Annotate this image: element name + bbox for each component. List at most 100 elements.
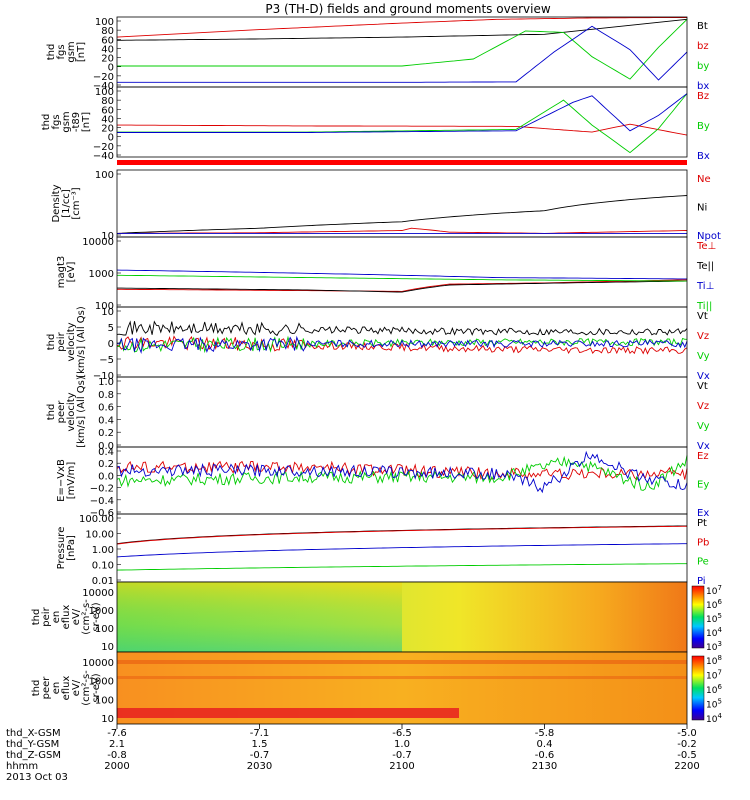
spectrogram-low-energy-band bbox=[117, 582, 402, 652]
y-tick-label: 100 bbox=[95, 624, 114, 635]
panel-frame bbox=[116, 86, 688, 158]
y-tick-label: 60 bbox=[101, 35, 114, 46]
y-tick-label: 0.8 bbox=[98, 390, 114, 401]
panel-frame bbox=[116, 169, 688, 238]
series-line-ex bbox=[116, 450, 688, 494]
panel-frame bbox=[116, 446, 688, 515]
legend-entry: Ne bbox=[697, 174, 711, 185]
ephemeris-value: 0.4 bbox=[537, 739, 553, 750]
ephemeris-value: 2100 bbox=[389, 761, 414, 772]
y-axis-label: magt3[eV] bbox=[56, 256, 77, 289]
y-tick-label: 1000 bbox=[89, 606, 114, 617]
y-tick-label: 1.0 bbox=[98, 377, 114, 388]
ephemeris-value: -6.5 bbox=[392, 728, 412, 739]
y-tick-label: 0.2 bbox=[98, 428, 114, 439]
ephemeris-value: 2030 bbox=[247, 761, 272, 772]
y-axis-label: thdfgsgsm[nT] bbox=[46, 41, 87, 62]
ephemeris-value: -0.2 bbox=[677, 739, 697, 750]
spectrogram-high-energy-band bbox=[117, 676, 687, 679]
y-tick-label: −0.4 bbox=[90, 496, 114, 507]
ephemeris-row-label: thd_Z-GSM bbox=[6, 750, 61, 761]
panel-frame bbox=[116, 376, 688, 448]
series-line-pe bbox=[116, 563, 687, 571]
panel-3: Ne Ni Npot 100 10 Density[1/cc][cm⁻³] bbox=[51, 169, 721, 242]
series-line-ti bbox=[117, 274, 687, 282]
legend-entry: Te|| bbox=[696, 261, 714, 272]
legend-entry: Vt bbox=[697, 311, 708, 322]
colorbar-tick-label: 108 bbox=[706, 654, 722, 667]
y-tick-label: 0 bbox=[108, 63, 114, 74]
series-line-te bbox=[117, 279, 688, 292]
legend-entry: Ni bbox=[697, 203, 707, 214]
ephemeris-value: -5.0 bbox=[677, 728, 697, 739]
colorbar-tick-label: 103 bbox=[706, 640, 722, 653]
legend-entry: Npot bbox=[697, 231, 721, 242]
series-line-te bbox=[117, 280, 688, 293]
series-line-bt bbox=[117, 18, 688, 41]
y-tick-label: 0.10 bbox=[92, 561, 114, 572]
y-tick-label: 40 bbox=[101, 44, 114, 55]
y-axis-label: thdpeervelocity[km/s] (All Qs) bbox=[46, 376, 87, 448]
legend-entry: Bx bbox=[697, 151, 710, 162]
panel-8: Pt Pb Pe Pi 100.00 10.00 1.00 0.10 0.01 Pressure[… bbox=[56, 513, 709, 587]
spectrogram-low-energy-band bbox=[117, 708, 459, 718]
legend-entry: Vx bbox=[697, 371, 710, 382]
panel-4: Te⊥ Te|| Ti⊥ Ti|| 10000 1000 100 magt3[eV] bbox=[56, 236, 716, 312]
legend-entry: bz bbox=[697, 41, 709, 52]
y-tick-label: 100 bbox=[95, 87, 114, 98]
legend-entry: Vt bbox=[697, 381, 708, 392]
ephemeris-value: -7.6 bbox=[107, 728, 127, 739]
date-label: 2013 Oct 03 bbox=[6, 772, 68, 783]
y-axis-label: thdfgsgsm-t89[nT] bbox=[41, 111, 92, 132]
legend-entry: By bbox=[697, 121, 710, 132]
series-line-ni bbox=[116, 195, 688, 234]
legend-entry: Vx bbox=[697, 441, 710, 452]
y-axis-label: thdpeerenefluxeV/(cm²-s-sr-eV) bbox=[31, 670, 102, 706]
ephemeris-value: -0.8 bbox=[107, 750, 127, 761]
panel-frame bbox=[116, 16, 688, 88]
legend-entry: Vz bbox=[697, 401, 709, 412]
series-line-ne bbox=[116, 227, 688, 234]
y-tick-label: 0.0 bbox=[98, 441, 114, 452]
ephemeris-value: 2000 bbox=[104, 761, 129, 772]
y-tick-label: 1000 bbox=[89, 269, 114, 280]
series-line-bx bbox=[117, 25, 688, 83]
y-axis-label: Density[1/cc][cm⁻³] bbox=[51, 184, 82, 222]
y-tick-label: −5 bbox=[99, 355, 114, 366]
ephemeris-value: 2.1 bbox=[109, 739, 125, 750]
series-line-bz bbox=[117, 123, 688, 136]
ephemeris-row-label: thd_X-GSM bbox=[6, 728, 61, 739]
colorbar-tick-label: 107 bbox=[706, 669, 722, 682]
ephemeris-value: -0.6 bbox=[535, 750, 555, 761]
y-tick-label: 5 bbox=[108, 323, 114, 334]
panel-5: Vt Vz Vy Vx 10 5 0 −5 −10 thdpeirvelocity[km/s] (… bbox=[46, 306, 710, 382]
legend-entry: Bt bbox=[697, 21, 708, 32]
ephemeris-value: 1.5 bbox=[252, 739, 268, 750]
colorbar-tick-label: 105 bbox=[706, 612, 722, 625]
y-tick-label: 10 bbox=[101, 714, 114, 725]
series-line-bz bbox=[116, 17, 687, 38]
y-tick-label: 100.00 bbox=[79, 514, 114, 525]
y-tick-label: 0.4 bbox=[98, 415, 114, 426]
ephemeris-value: 2130 bbox=[532, 761, 557, 772]
colorbar-tick-label: 106 bbox=[706, 683, 722, 696]
legend-entry: Vy bbox=[697, 351, 710, 362]
series-line-pi bbox=[116, 543, 687, 558]
y-tick-label: 10.00 bbox=[85, 530, 114, 541]
y-tick-label: 1.00 bbox=[92, 545, 114, 556]
y-tick-label: 40 bbox=[101, 114, 114, 125]
y-tick-label: −40 bbox=[93, 81, 114, 92]
y-tick-label: −0.2 bbox=[90, 484, 114, 495]
legend-entry: Pb bbox=[697, 537, 709, 548]
series-line-bx bbox=[117, 93, 688, 133]
y-tick-label: 0 bbox=[108, 339, 114, 350]
y-tick-label: 60 bbox=[101, 105, 114, 116]
legend-entry: Pi bbox=[697, 576, 706, 587]
panel-frame bbox=[116, 236, 688, 308]
panel-7: Ez Ey Ex 0.40.20.0 −0.2−0.4−0.6 E=−VxB[mV/m] bbox=[56, 446, 709, 519]
colorbar-tick-label: 106 bbox=[706, 598, 722, 611]
